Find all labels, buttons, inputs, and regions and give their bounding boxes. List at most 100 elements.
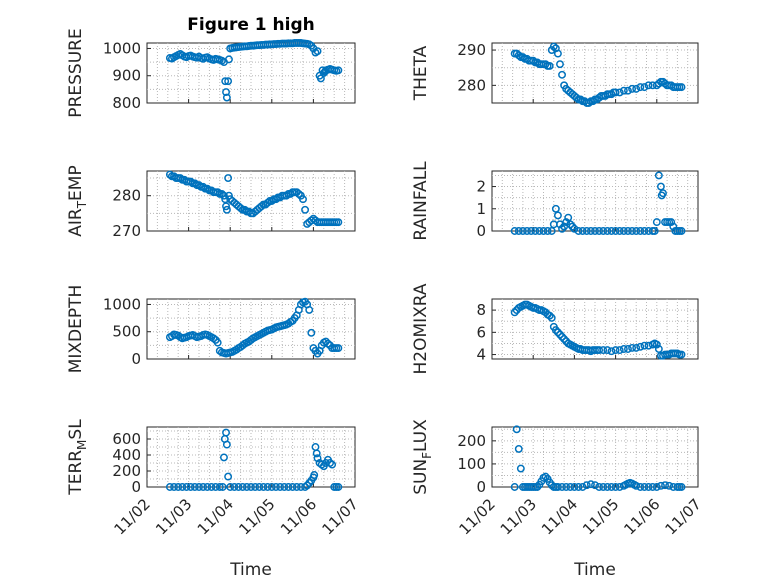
theta-data-point bbox=[553, 49, 562, 58]
theta-data-point bbox=[677, 83, 686, 92]
rainfall-data-point bbox=[582, 227, 591, 235]
terr-msl-data-point bbox=[247, 483, 255, 491]
sun-flux-data-point bbox=[582, 481, 591, 490]
h2omixra-data-point bbox=[615, 346, 624, 355]
air-temp-data-point bbox=[301, 205, 310, 214]
rainfall-data-point bbox=[659, 189, 667, 198]
theta-data-point bbox=[549, 42, 558, 51]
pressure-data-point bbox=[334, 66, 343, 75]
pressure-ytick-label: 900 bbox=[112, 67, 141, 85]
terr-msl-data-point bbox=[195, 483, 203, 491]
air-temp-data-point bbox=[299, 195, 307, 204]
sun-flux-data-point bbox=[661, 481, 669, 490]
h2omixra-data-point bbox=[624, 345, 632, 353]
sun-flux-data-point bbox=[648, 483, 657, 491]
rainfall-data-point bbox=[586, 227, 595, 235]
h2omixra-ytick-label: 8 bbox=[476, 301, 486, 319]
theta-data-point bbox=[584, 99, 593, 107]
air-temp-data-point bbox=[220, 191, 228, 200]
sun-flux-data-point bbox=[677, 483, 686, 491]
terr-msl-data-point bbox=[334, 483, 343, 491]
sun-flux-data-point bbox=[603, 483, 612, 491]
terr-msl-data-point bbox=[190, 483, 199, 491]
theta-data-point bbox=[514, 51, 523, 60]
terr-msl-data-point bbox=[251, 483, 260, 491]
terr-msl-data-point bbox=[242, 483, 251, 491]
subplot-h2omixra: 4 6 8 H2OMIXRA bbox=[411, 283, 699, 375]
theta-data-point bbox=[644, 81, 653, 90]
theta-ytick-label: 280 bbox=[457, 76, 486, 94]
subplot-theta: 280 290 THETA bbox=[411, 41, 699, 107]
theta-data-point bbox=[632, 84, 641, 93]
theta-data-point bbox=[607, 90, 616, 99]
terr-msl-data-point bbox=[312, 449, 321, 458]
rainfall-data-point bbox=[599, 227, 608, 235]
rainfall-data-point bbox=[677, 227, 686, 235]
rainfall-data-point bbox=[652, 218, 661, 227]
h2omixra-data-point bbox=[654, 345, 663, 353]
sun-flux-ytick-label: 0 bbox=[476, 478, 486, 496]
mixdepth-ylabel: MIXDEPTH bbox=[66, 285, 86, 374]
rainfall-data-point bbox=[640, 227, 649, 235]
terr-msl-data-point bbox=[238, 483, 247, 491]
rainfall-data-point bbox=[510, 227, 519, 235]
h2omixra-data-point bbox=[599, 346, 608, 355]
sun-flux-ytick-label: 100 bbox=[457, 455, 486, 473]
theta-data-point bbox=[628, 84, 637, 93]
terr-msl-ylabel: TERRMSL bbox=[66, 419, 89, 496]
rainfall-data-point bbox=[578, 227, 587, 235]
air-temp-data-point bbox=[334, 218, 343, 227]
sun-flux-data-point bbox=[516, 464, 525, 473]
terr-msl-data-point bbox=[255, 483, 264, 491]
theta-data-point bbox=[556, 60, 564, 69]
air-temp-data-point bbox=[222, 205, 231, 214]
theta-data-point bbox=[640, 83, 649, 92]
rainfall-data-point bbox=[539, 227, 548, 235]
subplot-pressure: 800 900 1000 PRESSURE bbox=[66, 28, 356, 118]
terr-msl-data-point bbox=[310, 471, 319, 479]
sun-flux-data-point bbox=[640, 483, 649, 491]
theta-data-point bbox=[576, 95, 585, 104]
pressure-data-point bbox=[222, 88, 230, 97]
air-temp-data-point bbox=[272, 195, 280, 204]
mixdepth-data-point bbox=[307, 328, 316, 337]
sun-flux-data-point bbox=[514, 444, 523, 453]
terr-msl-data-point bbox=[328, 460, 337, 469]
theta-data-point bbox=[529, 56, 538, 65]
sun-flux-xlabel: Time bbox=[573, 560, 616, 580]
air-temp-data-point bbox=[224, 174, 233, 183]
terr-msl-data-point bbox=[203, 483, 212, 491]
h2omixra-data-point bbox=[510, 308, 519, 317]
theta-data-point bbox=[588, 97, 597, 106]
rainfall-data-point bbox=[523, 227, 531, 235]
subplot-mixdepth: 0 500 1000 MIXDEPTH bbox=[66, 285, 356, 374]
sun-flux-data-point bbox=[574, 483, 583, 491]
air-temp-data-point bbox=[190, 179, 199, 188]
sun-flux-ytick-label: 200 bbox=[457, 432, 486, 450]
h2omixra-data-point bbox=[560, 335, 569, 343]
theta-data-point bbox=[636, 83, 645, 92]
air-temp-data-point bbox=[294, 189, 303, 198]
air-temp-data-point bbox=[240, 205, 249, 214]
rainfall-data-point bbox=[632, 227, 641, 235]
terr-msl-data-point bbox=[222, 440, 231, 449]
h2omixra-data-point bbox=[558, 332, 566, 341]
sun-flux-data-point bbox=[586, 480, 595, 489]
subplot-rainfall: 0 1 2 RAINFALL bbox=[411, 161, 699, 241]
mixdepth-data-point bbox=[334, 344, 343, 353]
rainfall-data-point bbox=[654, 171, 663, 180]
mixdepth-data-point bbox=[305, 305, 314, 314]
rainfall-data-point bbox=[619, 227, 628, 235]
air-temp-data-point bbox=[236, 204, 245, 213]
terr-msl-ytick-label: 0 bbox=[131, 478, 141, 496]
theta-data-point bbox=[572, 93, 581, 102]
sun-flux-data-point bbox=[562, 483, 571, 491]
sun-flux-data-point bbox=[566, 483, 575, 491]
air-temp-data-point bbox=[165, 170, 174, 179]
subplot-air-temp: 270 280 AIRTEMP bbox=[66, 165, 356, 240]
rainfall-data-point bbox=[551, 204, 560, 213]
h2omixra-data-point bbox=[545, 311, 554, 320]
rainfall-data-point bbox=[531, 227, 540, 235]
air-temp-ytick-label: 280 bbox=[112, 187, 141, 205]
